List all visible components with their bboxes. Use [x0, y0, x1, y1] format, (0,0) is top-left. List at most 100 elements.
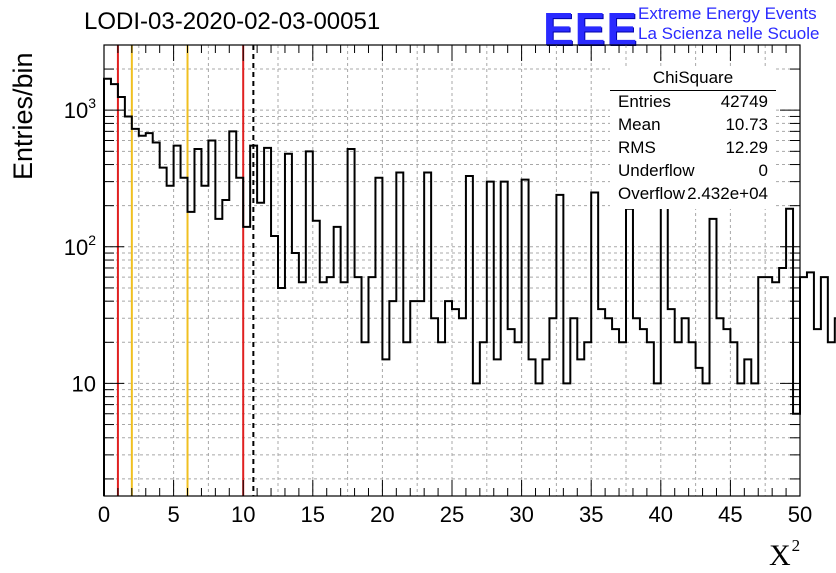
- histogram-bin: [772, 282, 779, 496]
- x-tick-label: 30: [509, 502, 533, 527]
- x-tick-label: 10: [231, 502, 255, 527]
- histogram-bin: [466, 176, 473, 496]
- histogram-bin: [584, 342, 591, 496]
- histogram-bin: [375, 178, 382, 496]
- histogram-bin: [348, 149, 355, 496]
- histogram-bin: [612, 329, 619, 496]
- histogram-bin: [529, 359, 536, 496]
- histogram-bin: [438, 342, 445, 496]
- histogram-bin: [459, 318, 466, 496]
- grid-lines: [104, 45, 800, 496]
- histogram-bin: [556, 195, 563, 496]
- histogram-bin: [431, 318, 438, 496]
- histogram-bin: [508, 329, 515, 496]
- histogram-bin: [306, 151, 313, 496]
- histogram-bin: [229, 131, 236, 496]
- histogram-bin: [181, 178, 188, 496]
- histogram-bin: [445, 301, 452, 496]
- histogram-bin: [125, 116, 132, 496]
- histogram-bin: [201, 186, 208, 496]
- histogram-bin: [278, 288, 285, 496]
- histogram-bin: [591, 192, 598, 496]
- x-tick-label: 5: [167, 502, 179, 527]
- histogram-bin: [362, 342, 369, 496]
- histogram-bin: [111, 84, 118, 496]
- histogram-bin: [542, 359, 549, 496]
- histogram-bin: [640, 329, 647, 496]
- stats-box: ChiSquare Entries 42749 Mean 10.73 RMS 1…: [610, 68, 776, 209]
- histogram-bin: [292, 253, 299, 496]
- histogram-bin: [389, 301, 396, 496]
- eee-logo: EEE: [543, 3, 639, 55]
- histogram-bin: [605, 318, 612, 496]
- histogram-bin: [341, 282, 348, 496]
- histogram-bin: [786, 209, 793, 496]
- histogram-bin: [758, 277, 765, 496]
- histogram-bin: [452, 309, 459, 496]
- histogram-bin: [570, 318, 577, 496]
- histogram-bin: [723, 329, 730, 496]
- histogram-bin: [821, 277, 828, 496]
- stats-value: 42749: [720, 92, 768, 111]
- histogram-bin: [626, 209, 633, 496]
- logo-line-2: La Scienza nelle Scuole: [638, 24, 820, 43]
- histogram-outline: [103, 77, 836, 496]
- histogram-bin: [174, 146, 181, 496]
- histogram-bin: [118, 97, 125, 496]
- histogram-bin: [382, 359, 389, 496]
- stats-divider: [610, 90, 776, 91]
- x-tick-label: 20: [370, 502, 394, 527]
- histogram-bin: [549, 318, 556, 496]
- histogram-bin: [779, 268, 786, 496]
- histogram-bin: [716, 318, 723, 496]
- x-axis-label-base: X: [769, 539, 791, 572]
- stats-row: Entries 42749: [618, 92, 768, 114]
- y-tick-label: 102: [64, 232, 96, 260]
- histogram-bin: [153, 143, 160, 496]
- stats-value: 12.29: [725, 138, 768, 157]
- histogram-bin: [689, 342, 696, 496]
- tick-labels: 0 5 10 15 20 25 30 35 40 45 50 10 102 103: [64, 95, 813, 527]
- histogram-bins: [103, 77, 836, 496]
- stats-label: RMS: [618, 138, 656, 157]
- histogram-bin: [598, 309, 605, 496]
- histogram-bin: [633, 318, 640, 496]
- histogram-bin: [334, 227, 341, 496]
- x-tick-label: 35: [579, 502, 603, 527]
- stats-row: Underflow 0: [618, 161, 768, 183]
- histogram-bin: [675, 342, 682, 496]
- x-tick-label: 25: [440, 502, 464, 527]
- x-tick-label: 40: [649, 502, 673, 527]
- histogram-bin: [403, 342, 410, 496]
- histogram-bin: [647, 342, 654, 496]
- histogram-bin: [167, 186, 174, 496]
- stats-label: Mean: [618, 115, 661, 134]
- histogram-bin: [271, 236, 278, 496]
- histogram-bin: [515, 342, 522, 496]
- histogram-bin: [104, 79, 111, 496]
- histogram-bin: [807, 272, 814, 496]
- histogram-bin: [355, 277, 362, 496]
- histogram-bin: [661, 206, 668, 496]
- histogram-bin: [800, 277, 807, 496]
- stats-label: Overflow: [618, 184, 686, 203]
- x-tick-label: 15: [301, 502, 325, 527]
- histogram-bin: [285, 154, 292, 496]
- stats-row: Overflow 2.432e+04: [618, 184, 768, 206]
- histogram-bin: [327, 277, 334, 496]
- stats-row: RMS 12.29: [618, 138, 768, 160]
- histogram-bin: [236, 178, 243, 496]
- histogram-bin: [194, 149, 201, 496]
- histogram-bin: [410, 301, 417, 496]
- y-tick-label: 10: [72, 371, 96, 396]
- histogram-bin: [744, 359, 751, 496]
- stats-value: 2.432e+04: [687, 184, 768, 203]
- histogram-bin: [619, 342, 626, 496]
- histogram-bin: [396, 172, 403, 496]
- y-axis-label: Entries/bin: [8, 52, 38, 180]
- histogram-bin: [577, 359, 584, 496]
- chart-title: LODI-03-2020-02-03-00051: [84, 8, 381, 35]
- histogram-bin: [160, 168, 167, 496]
- histogram-bin: [424, 172, 431, 496]
